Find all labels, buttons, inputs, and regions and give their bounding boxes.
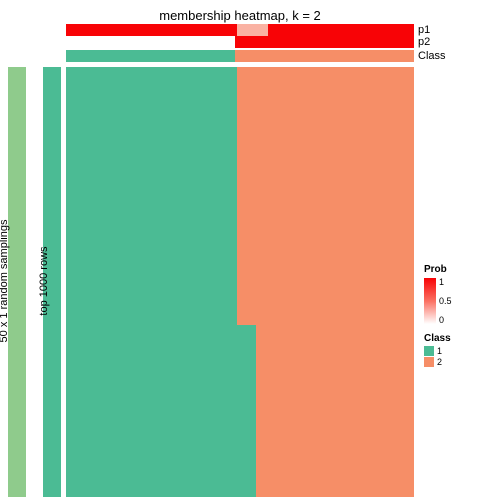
vlabel-outer: 50 x 1 random samplings — [0, 201, 10, 361]
legend-swatch — [424, 357, 434, 367]
p2-seg2 — [235, 36, 414, 48]
legend-container: Prob 1 0.5 0 Class 12 — [424, 264, 452, 368]
body-bot-teal — [66, 325, 256, 497]
chart-title: membership heatmap, k = 2 — [66, 8, 414, 23]
legend-class-label: 1 — [437, 346, 442, 356]
p1-seg2 — [237, 24, 268, 36]
p1-seg1 — [66, 24, 237, 36]
body-top-coral — [237, 67, 414, 325]
legend-prob-title: Prob — [424, 264, 452, 275]
p1-seg3 — [268, 24, 414, 36]
class-seg1 — [66, 50, 235, 62]
class-seg2 — [235, 50, 414, 62]
legend-class-label: 2 — [437, 357, 442, 367]
body-top-teal — [66, 67, 237, 325]
legend-class-title: Class — [424, 333, 452, 344]
body-bot-coral — [256, 325, 414, 497]
class-label: Class — [418, 50, 446, 62]
p2-seg1 — [66, 36, 235, 48]
prob-tick-0: 0 — [439, 315, 452, 325]
prob-gradient — [424, 278, 436, 324]
vlabel-inner: top 1000 rows — [38, 201, 50, 361]
p2-label: p2 — [418, 36, 430, 48]
legend-swatch — [424, 346, 434, 356]
legend-class-item: 2 — [424, 357, 452, 367]
vbar-outer — [8, 67, 26, 497]
legend-class-item: 1 — [424, 346, 452, 356]
prob-tick-05: 0.5 — [439, 296, 452, 306]
prob-tick-1: 1 — [439, 277, 452, 287]
p1-label: p1 — [418, 24, 430, 36]
